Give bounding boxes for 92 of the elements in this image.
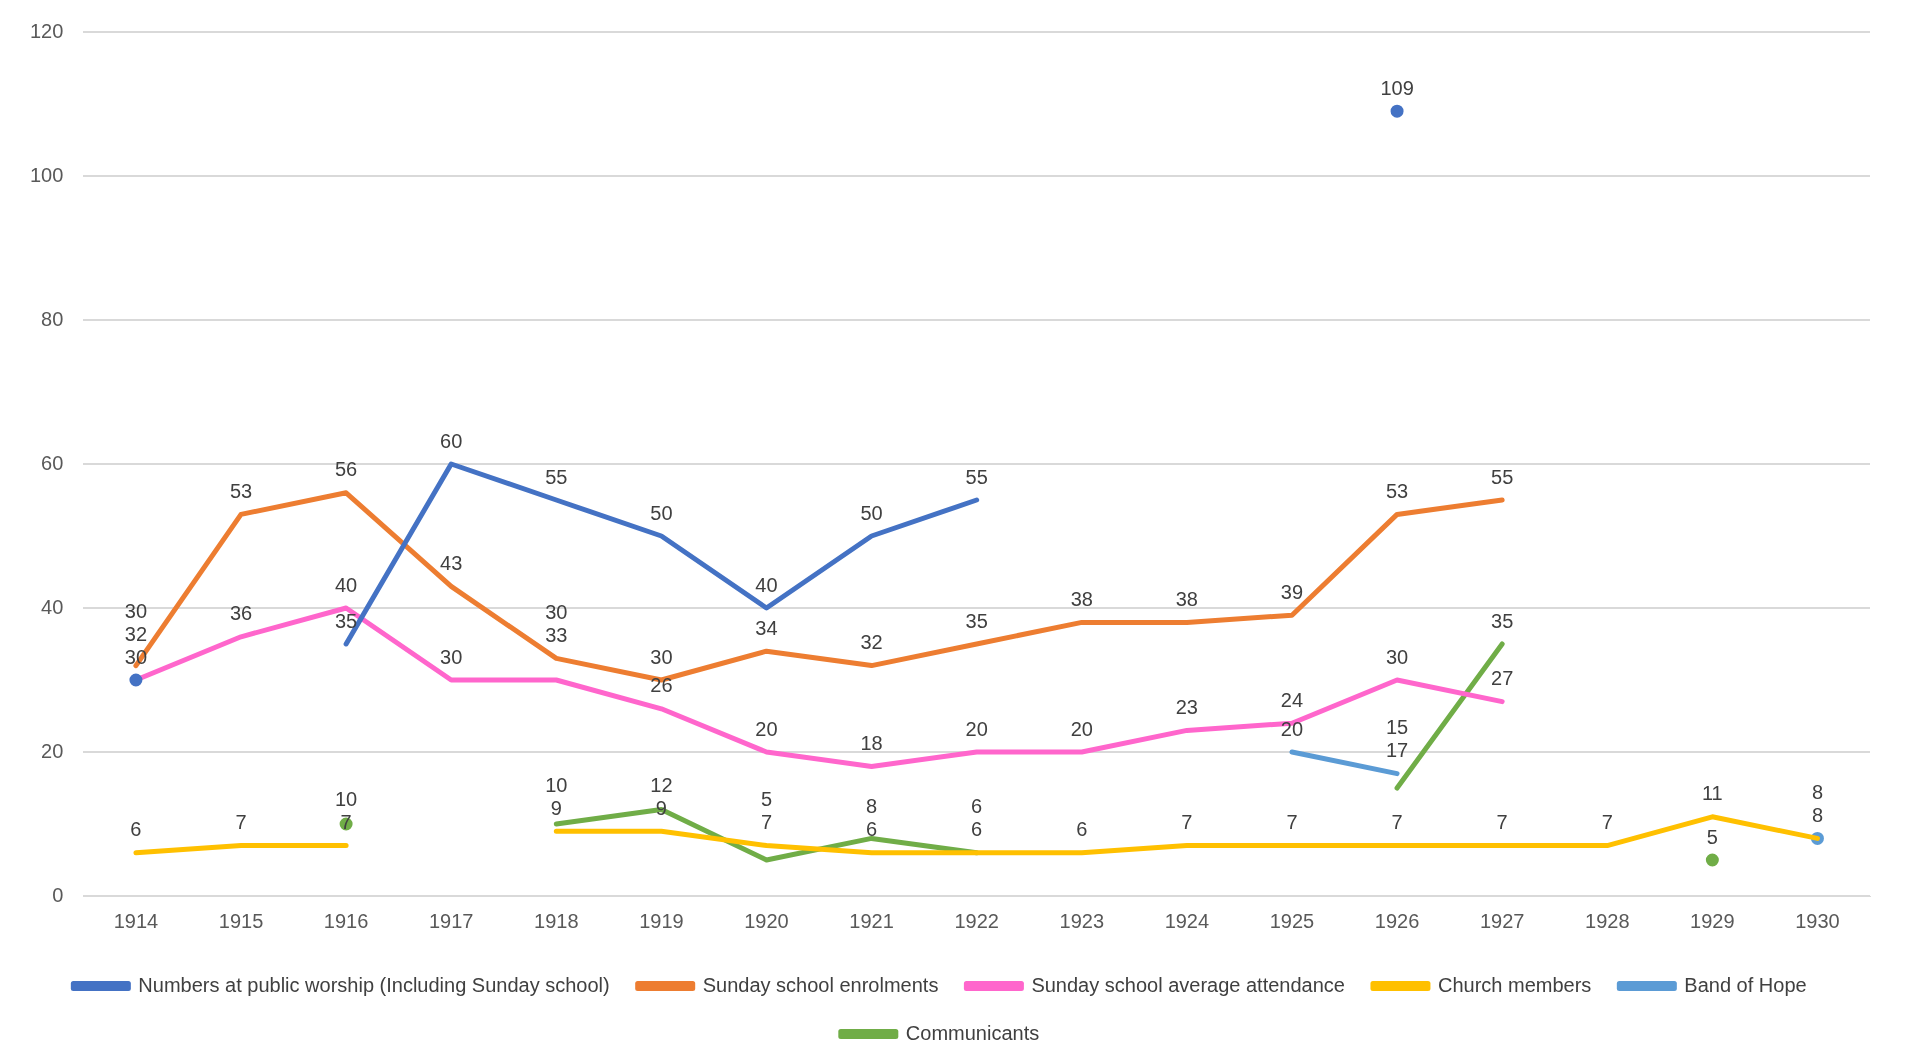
data-label: 43 [440,551,463,574]
data-label: 30 [1385,645,1409,668]
data-label: 30 [545,600,568,623]
data-label: 53 [229,479,253,502]
data-label: 30 [440,645,463,668]
data-label: 60 [440,429,463,452]
x-tick-label: 1927 [1479,909,1525,932]
data-label: 10 [545,773,568,796]
data-label: 7 [1601,811,1613,834]
y-tick-label: 0 [52,883,64,906]
y-tick-label: 80 [41,307,64,330]
data-label: 6 [866,818,878,841]
data-label: 7 [1181,811,1193,834]
data-label: 39 [1280,580,1304,603]
data-label: 7 [1496,811,1508,834]
data-label: 20 [755,717,778,740]
data-label: 6 [971,795,983,818]
data-label: 50 [860,501,883,524]
legend-label: Sunday school average attendance [1031,973,1345,996]
x-tick-label: 1923 [1059,909,1105,932]
data-label: 8 [1811,803,1824,826]
data-label: 32 [860,631,883,654]
data-label: 55 [1491,465,1514,488]
data-label: 32 [124,622,148,645]
data-label: 40 [334,573,358,596]
data-label: 5 [760,788,773,811]
x-tick-label: 1918 [534,909,579,932]
data-label: 35 [965,609,988,632]
data-label: 38 [1070,587,1093,610]
y-tick-label: 40 [41,595,64,618]
data-label: 26 [650,674,673,697]
data-label: 35 [1491,609,1514,632]
data-label: 11 [1701,782,1723,805]
x-tick-label: 1919 [639,909,684,932]
data-label: 7 [340,811,352,834]
legend-label: Numbers at public worship (Including Sunday school) [138,973,610,996]
data-label: 5 [1706,825,1718,848]
x-tick-label: 1915 [218,909,264,932]
legend-label: Communicants [905,1021,1040,1044]
data-label: 27 [1491,667,1514,690]
x-tick-label: 1920 [744,909,789,932]
x-tick-label: 1925 [1269,909,1315,932]
data-label: 10 [334,788,358,811]
data-label: 18 [860,731,883,754]
x-tick-label: 1917 [428,909,474,932]
y-tick-label: 60 [41,451,64,474]
x-tick-label: 1930 [1795,909,1840,932]
data-label: 20 [1070,717,1093,740]
data-label: 6 [130,818,142,841]
data-label: 55 [545,465,568,488]
x-tick-label: 1926 [1374,909,1420,932]
data-label: 15 [1385,716,1409,739]
data-label: 7 [1391,811,1403,834]
data-label: 33 [545,623,568,646]
y-tick-label: 120 [29,19,64,42]
data-label: 17 [1385,739,1409,762]
data-label: 23 [1175,695,1198,718]
y-tick-label: 100 [29,163,64,186]
legend-label: Band of Hope [1684,973,1807,996]
data-label: 34 [755,616,778,639]
legend-label: Church members [1437,973,1592,996]
x-tick-label: 1921 [849,909,894,932]
data-label: 40 [755,573,778,596]
data-label: 8 [1811,780,1824,803]
data-label: 55 [965,465,988,488]
data-label: 109 [1380,76,1414,99]
data-label: 24 [1280,688,1304,711]
x-tick-label: 1922 [954,909,999,932]
data-label: 7 [760,811,773,834]
data-label: 30 [124,599,148,622]
data-label: 8 [866,795,878,818]
x-tick-label: 1924 [1164,909,1210,932]
data-label: 56 [334,458,358,481]
data-label: 30 [650,645,673,668]
data-label: 7 [235,811,247,834]
x-tick-label: 1916 [323,909,369,932]
data-label: 35 [334,609,358,632]
x-tick-label: 1928 [1585,909,1630,932]
data-label: 7 [1286,811,1298,834]
y-tick-label: 20 [41,739,64,762]
data-label: 50 [650,501,673,524]
x-tick-label: 1929 [1690,909,1735,932]
data-label: 6 [971,818,983,841]
data-label: 6 [1076,818,1088,841]
data-label: 53 [1385,479,1409,502]
legend-label: Sunday school enrolments [702,973,939,996]
data-label: 9 [550,796,562,819]
data-label: 20 [965,717,988,740]
x-tick-label: 1914 [113,909,159,932]
data-label: 12 [650,773,673,796]
data-label: 36 [229,602,253,625]
data-label: 38 [1175,587,1198,610]
